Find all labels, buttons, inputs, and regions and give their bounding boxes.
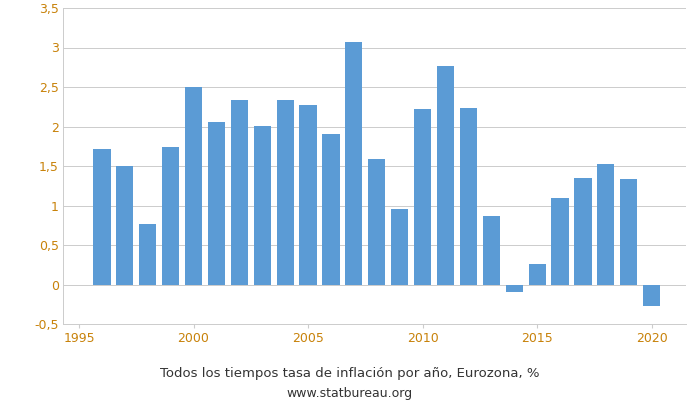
Bar: [300, 105, 316, 284]
Bar: [162, 147, 179, 284]
Bar: [253, 126, 271, 284]
Bar: [116, 166, 134, 284]
Bar: [93, 149, 111, 284]
Bar: [323, 134, 339, 284]
Bar: [368, 159, 386, 284]
Bar: [208, 122, 225, 284]
Bar: [528, 264, 546, 284]
Bar: [643, 284, 660, 306]
Bar: [139, 224, 156, 284]
Text: www.statbureau.org: www.statbureau.org: [287, 388, 413, 400]
Bar: [574, 178, 592, 284]
Bar: [276, 100, 294, 284]
Bar: [231, 100, 248, 284]
Bar: [437, 66, 454, 284]
Bar: [620, 180, 637, 284]
Bar: [345, 42, 363, 284]
Bar: [505, 284, 523, 292]
Bar: [483, 216, 500, 284]
Bar: [552, 198, 568, 284]
Bar: [460, 108, 477, 284]
Bar: [185, 87, 202, 284]
Bar: [597, 164, 615, 284]
Bar: [414, 109, 431, 284]
Bar: [391, 210, 408, 284]
Text: Todos los tiempos tasa de inflación por año, Eurozona, %: Todos los tiempos tasa de inflación por …: [160, 368, 540, 380]
